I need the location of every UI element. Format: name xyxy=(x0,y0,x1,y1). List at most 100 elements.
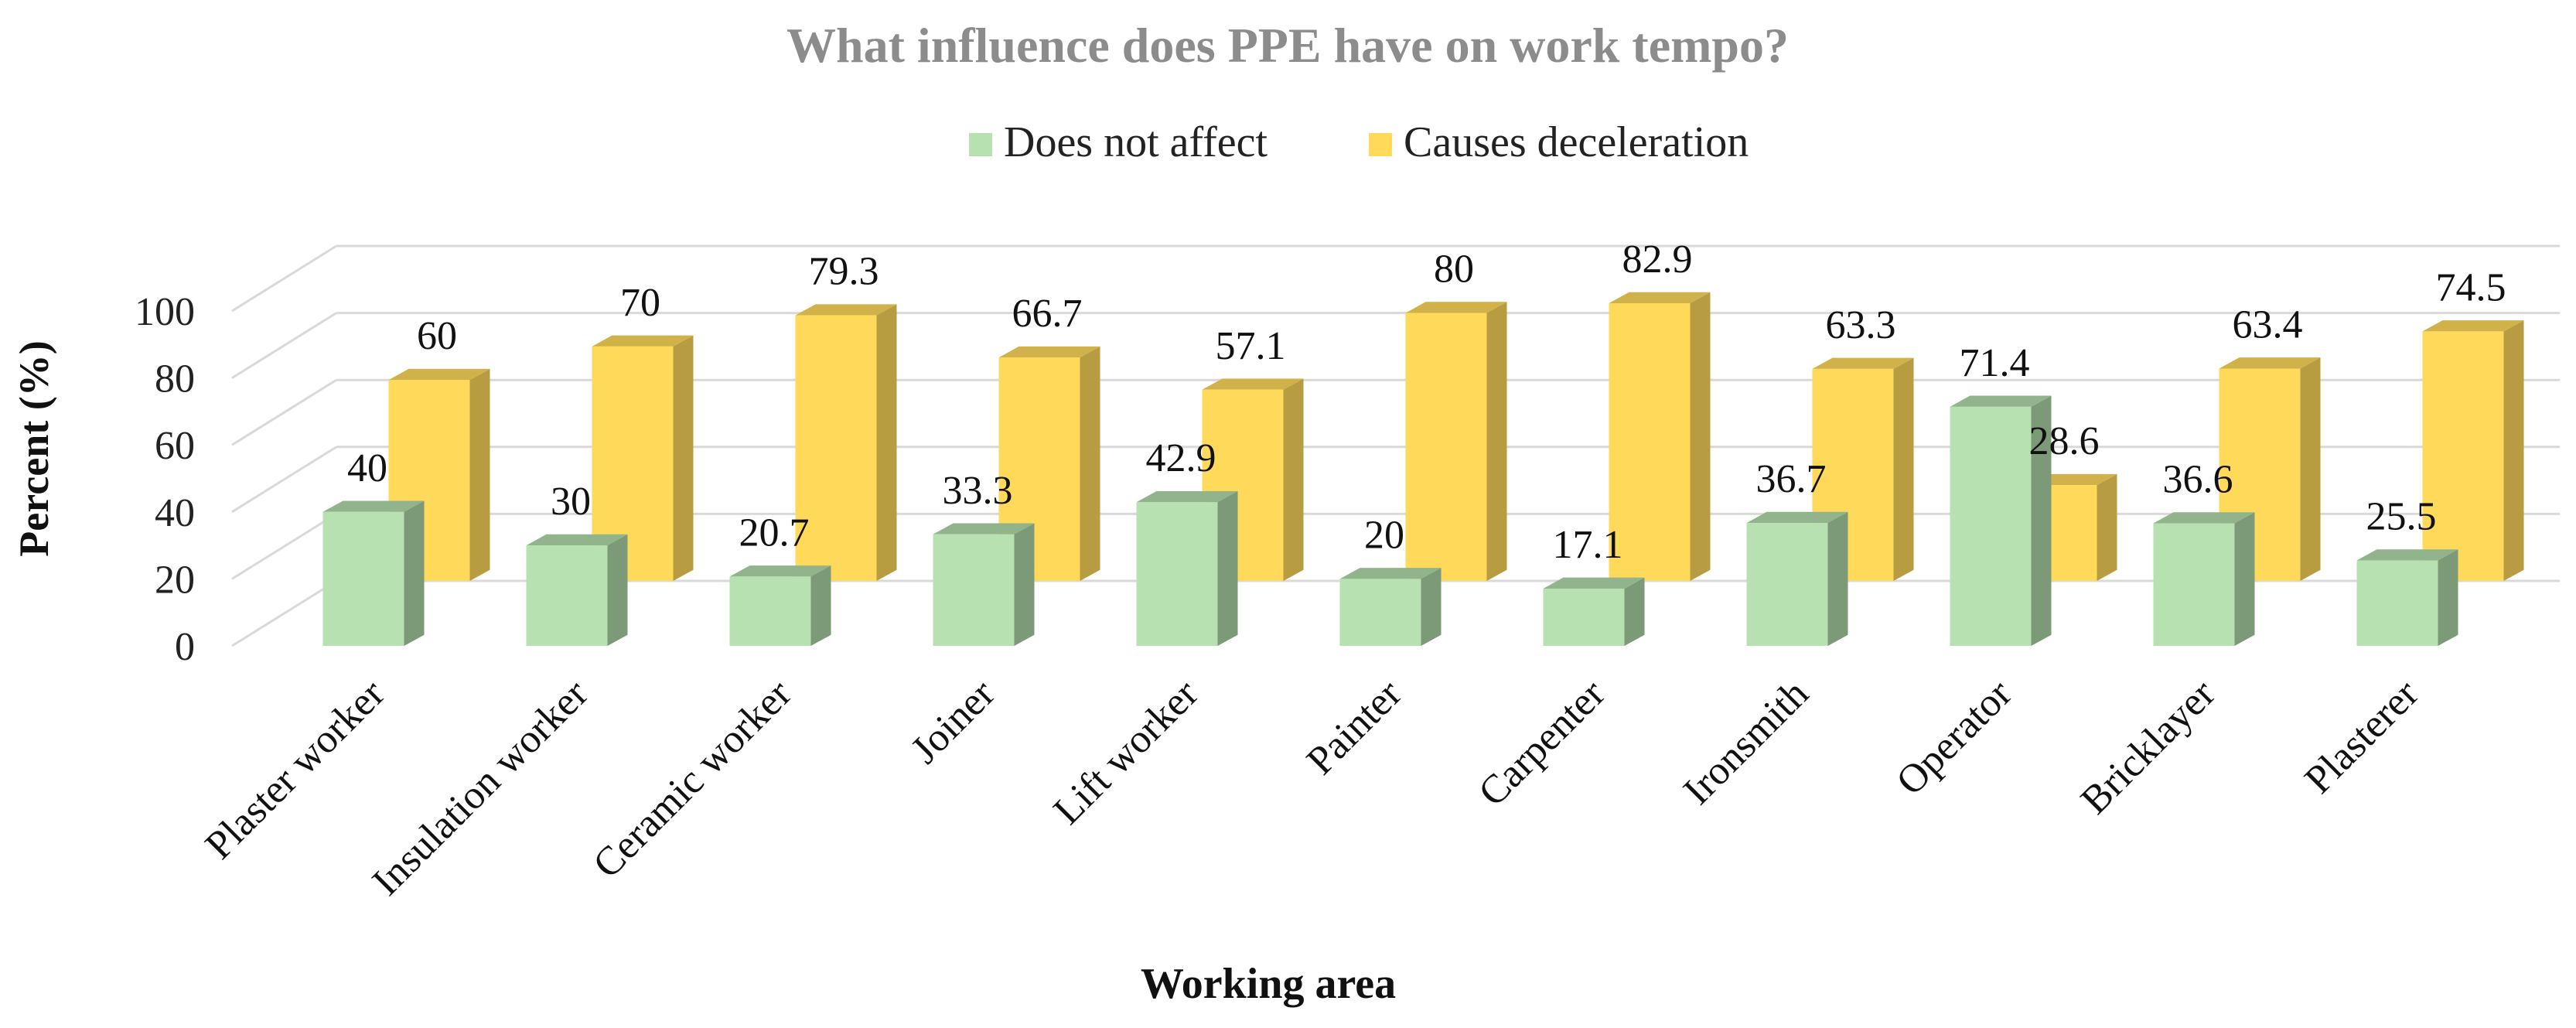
bar-back-side xyxy=(469,368,490,581)
bar-front-carpenter xyxy=(1543,577,1645,646)
y-tick-label: 20 xyxy=(155,558,195,602)
bar-front-joiner xyxy=(933,523,1035,646)
bar-back-side xyxy=(876,304,897,581)
data-label-back: 57.1 xyxy=(1216,324,1286,368)
data-label-back: 66.7 xyxy=(1012,292,1083,336)
bar-front-ceramic-worker xyxy=(729,565,831,646)
x-tick-label: Carpenter xyxy=(1470,671,1613,815)
data-label-back: 63.4 xyxy=(2233,302,2303,347)
bar-back-side xyxy=(1893,357,1914,581)
bar-front-top xyxy=(729,565,831,577)
data-label-back: 63.3 xyxy=(1826,303,1896,347)
x-axis-label: Working area xyxy=(1141,960,1396,1008)
bar-front-side xyxy=(810,565,831,646)
gridline-side xyxy=(231,378,337,446)
labels-layer: 0 20 40 60 80 100 60 70 79.3 66.7 57.1 80 82.9 63.3 28… xyxy=(135,237,2506,904)
bar-front-bricklayer xyxy=(2153,512,2255,646)
bar-front-side xyxy=(1421,568,1442,646)
data-label-front: 17.1 xyxy=(1553,523,1623,567)
legend-swatch-causes-deceleration xyxy=(1369,133,1392,156)
bar-back-insulation-worker xyxy=(592,335,694,581)
y-tick-label: 0 xyxy=(175,625,195,669)
data-label-front: 30 xyxy=(551,480,591,524)
bar-back-plasterer xyxy=(2422,320,2524,581)
x-tick-label: Bricklayer xyxy=(2073,671,2223,822)
y-tick-label: 60 xyxy=(155,424,195,468)
bar-back-face xyxy=(795,315,877,581)
bar-front-operator xyxy=(1950,395,2052,646)
bar-front-face xyxy=(2153,523,2235,646)
y-tick-label: 40 xyxy=(155,491,195,535)
legend-swatch-does-not-affect xyxy=(969,133,992,156)
bar-front-top xyxy=(526,534,628,546)
x-tick-label: Plasterer xyxy=(2297,671,2428,802)
bar-front-ironsmith xyxy=(1746,511,1848,646)
chart-title: What influence does PPE have on work tem… xyxy=(786,18,1789,73)
data-label-front: 20 xyxy=(1364,513,1404,557)
bar-front-side xyxy=(1624,577,1645,646)
bar-front-plaster-worker xyxy=(322,500,425,646)
bar-front-face xyxy=(2356,560,2438,646)
bar-front-top xyxy=(2356,549,2458,561)
x-tick-label: Painter xyxy=(1298,671,1410,783)
x-tick-label: Insulation worker xyxy=(364,671,597,904)
bar-front-top xyxy=(2153,512,2255,524)
bar-front-face xyxy=(933,534,1015,646)
legend-label-causes-deceleration: Causes deceleration xyxy=(1404,118,1749,166)
bar-front-face xyxy=(526,545,608,646)
bar-front-side xyxy=(1014,523,1035,646)
bar-front-top xyxy=(1136,490,1238,503)
bar-front-top xyxy=(933,523,1035,534)
bar-back-top xyxy=(1812,357,1914,369)
data-label-back: 70 xyxy=(620,281,660,325)
bar-back-side xyxy=(2300,357,2321,581)
data-label-back: 28.6 xyxy=(2029,419,2100,463)
x-tick-label: Lift worker xyxy=(1046,671,1207,833)
bar-front-side xyxy=(2438,549,2458,646)
gridline-side xyxy=(231,446,337,514)
bar-front-side xyxy=(1217,490,1238,646)
bar-front-side xyxy=(2234,512,2255,646)
x-tick-label: Operator xyxy=(1888,671,2021,804)
bar-front-top xyxy=(1339,568,1442,579)
data-label-front: 42.9 xyxy=(1146,436,1216,480)
x-tick-label: Ceramic worker xyxy=(585,671,800,886)
data-label-front: 20.7 xyxy=(739,511,810,555)
bar-back-joiner xyxy=(998,346,1100,581)
data-label-back: 60 xyxy=(417,314,457,358)
bar-front-face xyxy=(1339,579,1421,646)
bar-front-side xyxy=(1827,511,1848,646)
bar-back-face xyxy=(1405,312,1487,581)
data-label-back: 80 xyxy=(1434,248,1474,292)
bar-front-side xyxy=(607,534,628,646)
y-axis-label: Percent (%) xyxy=(11,340,57,556)
bar-back-carpenter xyxy=(1609,292,1711,581)
bar-back-side xyxy=(1486,302,1507,581)
bar-front-top xyxy=(322,500,425,512)
bar-back-top xyxy=(795,304,897,316)
gridline-side xyxy=(231,513,337,580)
bar-front-top xyxy=(1746,511,1848,524)
bar-front-lift-worker xyxy=(1136,490,1238,646)
bar-front-face xyxy=(1950,406,2032,646)
bar-back-top xyxy=(592,335,694,347)
bar-back-painter xyxy=(1405,302,1507,581)
data-label-front: 40 xyxy=(347,446,387,490)
data-label-back: 82.9 xyxy=(1622,237,1693,282)
bar-front-top xyxy=(1950,395,2052,407)
bar-back-side xyxy=(1080,346,1100,581)
x-tick-label: Plaster worker xyxy=(197,671,394,868)
bar-back-face xyxy=(1609,303,1691,581)
data-label-front: 25.5 xyxy=(2366,495,2437,539)
bar-back-face xyxy=(2422,331,2504,581)
gridline-side xyxy=(231,244,337,312)
bar-back-top xyxy=(2219,357,2321,369)
data-label-front: 36.6 xyxy=(2163,458,2233,502)
bar-front-plasterer xyxy=(2356,549,2458,646)
x-tick-label: Ironsmith xyxy=(1675,671,1817,813)
bar-back-side xyxy=(2503,320,2524,581)
data-label-front: 33.3 xyxy=(943,469,1013,513)
bar-back-top xyxy=(1202,378,1304,390)
